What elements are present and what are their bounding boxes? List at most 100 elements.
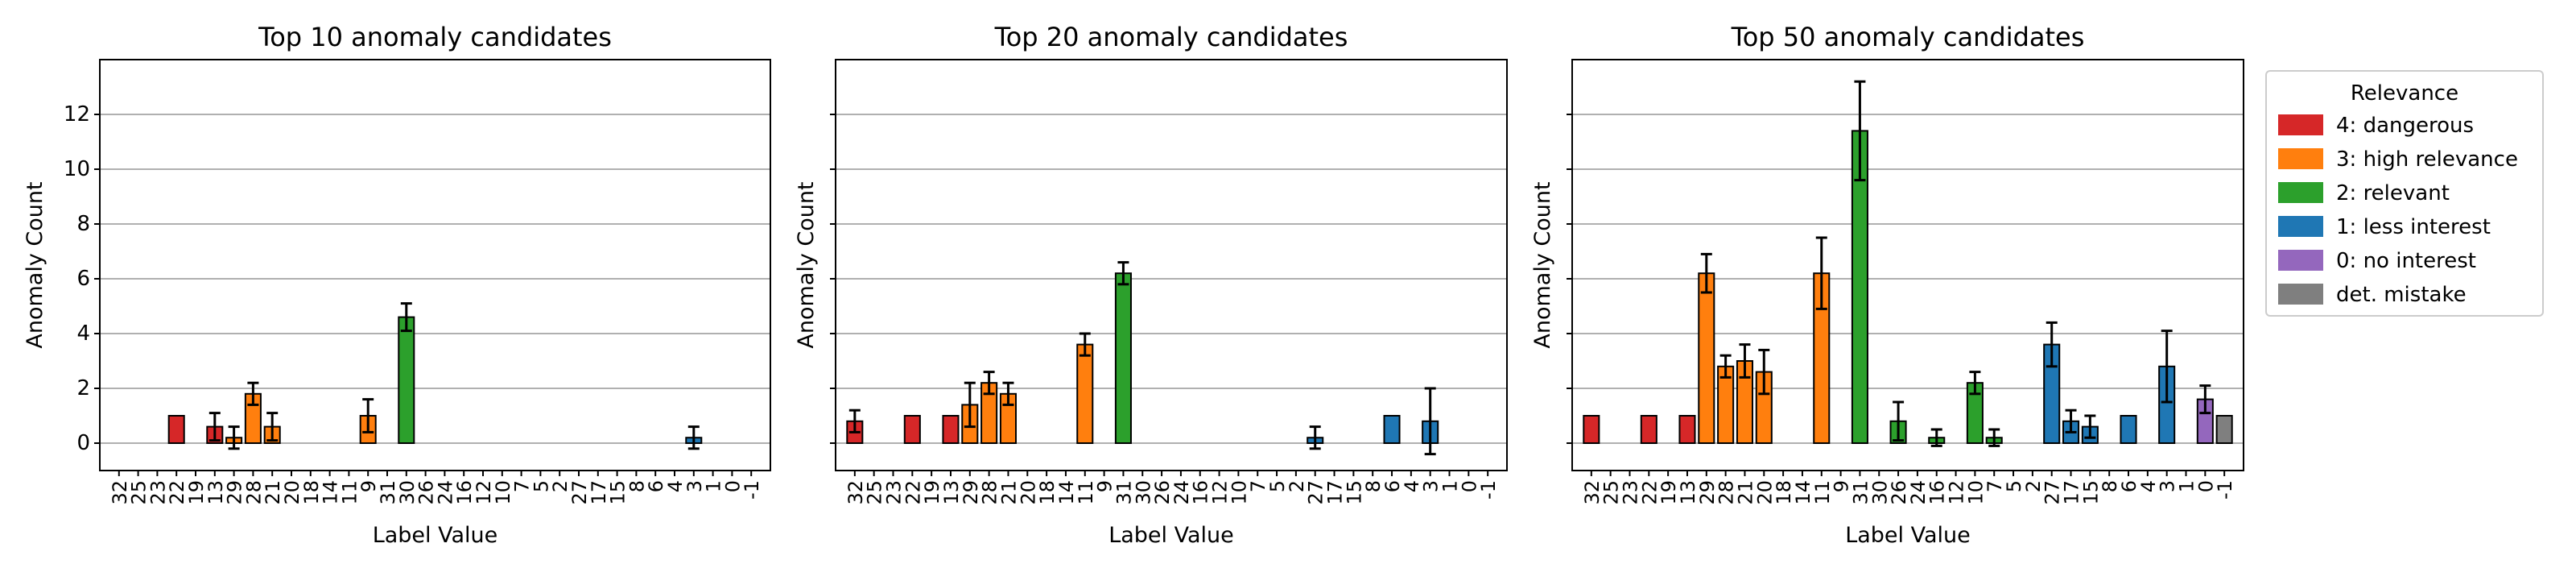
x-tick-label: -1: [2214, 480, 2236, 500]
y-tick-label: 0: [76, 431, 90, 455]
x-tick-label: 17: [1324, 480, 1347, 505]
x-tick-label: 9: [1831, 480, 1853, 492]
x-tick-label: 19: [1657, 480, 1680, 505]
bar: [1640, 415, 1657, 444]
x-tick-label: 14: [1055, 480, 1078, 505]
x-tick-label: 7: [1984, 480, 2006, 492]
x-tick-label: 16: [453, 480, 476, 505]
bar: [1583, 415, 1600, 444]
x-tick-label: 31: [377, 480, 399, 505]
x-tick-label: 26: [1888, 480, 1910, 505]
bar: [1383, 415, 1401, 444]
x-tick-label: 9: [357, 480, 380, 492]
x-tick-label: 19: [921, 480, 943, 505]
x-tick-label: 13: [204, 480, 227, 505]
plot-frame: [1571, 59, 2244, 471]
x-tick-label: 18: [300, 480, 323, 505]
x-tick-label: 3: [2157, 480, 2179, 492]
x-tick-label: 16: [1926, 480, 1949, 505]
x-tick-label: 26: [415, 480, 438, 505]
x-tick-label: 8: [625, 480, 648, 492]
x-tick-label: 27: [568, 480, 591, 505]
x-tick-label: 15: [1343, 480, 1365, 505]
x-tick-label: 20: [1017, 480, 1039, 505]
x-tick-label: 12: [1209, 480, 1232, 505]
chart-title: Top 20 anomaly candidates: [994, 22, 1348, 52]
bar: [903, 415, 921, 444]
x-tick-label: 3: [683, 480, 706, 492]
bar: [1076, 343, 1094, 445]
x-tick-label: 10: [492, 480, 514, 505]
x-tick-label: 30: [396, 480, 419, 505]
x-tick-label: 0: [721, 480, 744, 492]
x-tick-label: 11: [1075, 480, 1097, 505]
legend-title: Relevance: [2351, 81, 2458, 106]
x-tick-label: 2: [2022, 480, 2045, 492]
x-tick-label: 32: [844, 480, 867, 505]
legend-swatch: [2278, 182, 2323, 203]
legend-swatch: [2278, 250, 2323, 271]
bar: [942, 415, 960, 444]
x-tick-label: 7: [1247, 480, 1269, 492]
x-tick-label: 12: [1946, 480, 1968, 505]
x-tick-label: 21: [1734, 480, 1757, 505]
x-tick-label: 6: [2118, 480, 2140, 492]
x-tick-label: 11: [1811, 480, 1834, 505]
x-tick-label: 4: [2137, 480, 2160, 492]
x-axis-label: Label Value: [373, 523, 498, 548]
y-tick-label: 2: [76, 376, 90, 400]
chart-panel-2: 3225232219132928212018141193130262416121…: [794, 22, 1508, 548]
bar: [167, 415, 185, 444]
x-tick-label: 4: [1401, 480, 1423, 492]
x-axis-label: Label Value: [1845, 523, 1971, 548]
x-tick-label: 25: [1600, 480, 1623, 505]
x-tick-label: 5: [530, 480, 552, 492]
legend-entry-label: 0: no interest: [2336, 249, 2476, 273]
x-tick-label: 30: [1868, 480, 1891, 505]
x-tick-label: 1: [703, 480, 725, 492]
x-tick-label: 9: [1094, 480, 1117, 492]
chart-title: Top 50 anomaly candidates: [1731, 22, 2085, 52]
y-axis-label: Anomaly Count: [794, 181, 819, 348]
chart-panel-3: 3225232219132928212018141193130262416121…: [1530, 22, 2244, 548]
x-tick-label: 28: [979, 480, 1001, 505]
legend-entry-label: 4: dangerous: [2336, 114, 2474, 138]
x-tick-label: 0: [1458, 480, 1480, 492]
x-tick-label: 21: [997, 480, 1020, 505]
legend-swatch: [2278, 284, 2323, 305]
chart-panel-1: 3225232219132928212018141193130262416121…: [23, 22, 771, 548]
x-tick-label: 3: [1420, 480, 1443, 492]
x-tick-label: 14: [1792, 480, 1814, 505]
legend-entry-label: 1: less interest: [2336, 215, 2491, 239]
x-tick-label: 26: [1151, 480, 1174, 505]
chart-title: Top 10 anomaly candidates: [258, 22, 612, 52]
charts-group: 3225232219132928212018141193130262416121…: [23, 22, 2244, 548]
x-tick-label: 17: [2061, 480, 2083, 505]
x-tick-label: 15: [607, 480, 630, 505]
x-tick-label: 31: [1849, 480, 1872, 505]
x-tick-label: 31: [1113, 480, 1135, 505]
y-axis-label: Anomaly Count: [23, 181, 47, 348]
x-tick-label: 27: [1305, 480, 1327, 505]
bar: [398, 316, 415, 444]
x-tick-label: 6: [1381, 480, 1404, 492]
x-tick-label: 23: [882, 480, 905, 505]
bar: [1678, 415, 1696, 444]
x-tick-label: 7: [511, 480, 534, 492]
x-tick-label: 23: [1619, 480, 1641, 505]
x-tick-label: 2: [1286, 480, 1308, 492]
x-tick-label: 0: [2194, 480, 2217, 492]
y-tick-label: 8: [76, 212, 90, 236]
y-tick-label: 12: [64, 102, 90, 126]
y-tick-label: 6: [76, 267, 90, 291]
x-tick-label: 15: [2079, 480, 2102, 505]
x-tick-label: 28: [242, 480, 265, 505]
bar: [1114, 272, 1132, 445]
x-tick-label: 12: [473, 480, 495, 505]
x-tick-label: 20: [1753, 480, 1776, 505]
legend-entry-label: 2: relevant: [2336, 181, 2450, 205]
x-tick-label: 1: [1439, 480, 1462, 492]
x-axis-label: Label Value: [1108, 523, 1234, 548]
x-tick-label: 27: [2041, 480, 2064, 505]
plot-frame: [835, 59, 1508, 471]
